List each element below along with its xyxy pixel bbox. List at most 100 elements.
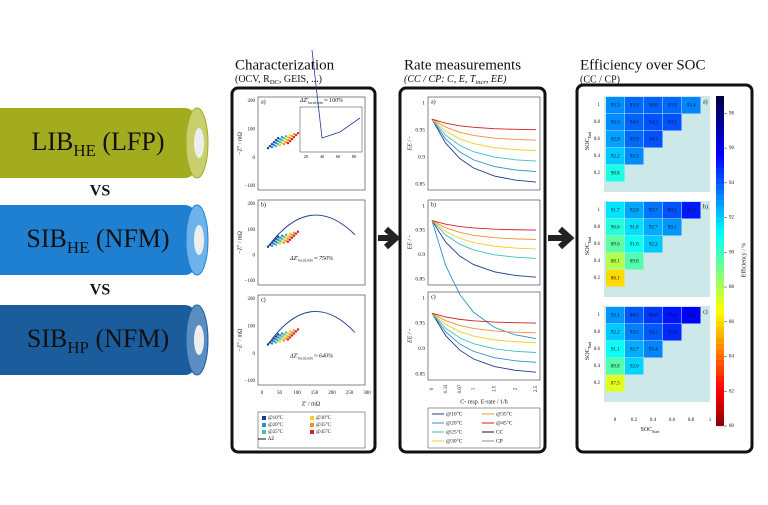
heatmap-cell — [606, 114, 625, 131]
point — [278, 239, 282, 242]
label: VS — [90, 282, 111, 299]
label: 93.7 — [649, 209, 658, 214]
curve — [431, 118, 537, 152]
label: 92.7 — [630, 348, 639, 353]
subscript: DC — [270, 79, 279, 86]
colorbar-step — [716, 316, 724, 322]
label: @25°C — [446, 428, 463, 435]
label: Efficiency over SOC — [580, 57, 706, 73]
heatmap-cell — [663, 114, 682, 131]
point — [274, 141, 278, 145]
tick-label: 0.67 — [458, 384, 463, 393]
label: 93.3 — [630, 155, 639, 160]
legend-swatch — [262, 430, 266, 434]
point — [290, 137, 294, 141]
point — [280, 141, 284, 145]
heatmap-cell — [644, 307, 663, 324]
point — [282, 336, 286, 339]
label: 93.9 — [630, 138, 639, 143]
label: @45°C — [496, 419, 513, 426]
point — [276, 139, 280, 143]
heatmap-cell — [606, 341, 625, 358]
label: 0 — [614, 418, 617, 423]
point — [274, 237, 278, 240]
colorbar-step — [716, 299, 724, 306]
label: 93.1 — [668, 226, 677, 231]
label: 91.8 — [630, 226, 639, 231]
text-part: ≈ 750% — [313, 256, 333, 262]
point — [280, 338, 284, 341]
label: 89.8 — [630, 260, 639, 265]
heatmap-cell — [625, 114, 644, 131]
point — [288, 133, 292, 137]
point — [270, 241, 274, 244]
label: VS — [90, 183, 111, 200]
heatmap-cell — [606, 148, 625, 165]
colorbar-step — [716, 393, 724, 399]
text-part: SIB — [27, 324, 67, 353]
label: 86.1 — [611, 277, 620, 282]
label: 1 — [422, 203, 425, 209]
label: 91.0 — [630, 243, 639, 248]
subscript: HE — [73, 141, 96, 160]
colorbar-step — [716, 382, 724, 388]
point — [270, 142, 274, 146]
label: 91.7 — [611, 209, 620, 214]
point — [280, 135, 284, 139]
colorbar-step — [716, 343, 724, 350]
axis-label: SOCEnd — [585, 237, 592, 255]
point — [288, 330, 292, 333]
label: 1 — [598, 208, 601, 213]
label: 92.9 — [611, 138, 620, 143]
colorbar-step — [716, 387, 724, 394]
colorbar-step — [716, 310, 724, 317]
point — [274, 138, 278, 142]
colorbar-step — [716, 228, 724, 234]
label: 94.0 — [630, 121, 639, 126]
label: 0.8 — [594, 225, 601, 230]
point — [272, 140, 276, 144]
label: CC — [496, 429, 504, 435]
heatmap-cell — [625, 236, 644, 253]
colorbar-step — [716, 261, 724, 267]
legend-swatch — [310, 430, 314, 434]
label: 0.2 — [631, 418, 638, 423]
heatmap-cell — [625, 358, 644, 375]
plot-area — [257, 96, 366, 191]
point — [282, 136, 286, 140]
label: 94.8 — [649, 314, 658, 319]
label: 90.6 — [611, 226, 620, 231]
point — [278, 143, 282, 147]
label: @10°C — [446, 410, 463, 417]
point — [288, 238, 292, 241]
point — [282, 235, 286, 238]
colorbar-step — [716, 409, 724, 416]
text-part: SOC — [585, 348, 591, 360]
label: 0.2 — [594, 381, 601, 386]
heatmap-cell — [606, 270, 625, 287]
colorbar-label: Efficiency / % — [740, 243, 747, 278]
heatmap-cell — [682, 97, 701, 114]
point — [286, 138, 290, 142]
heatmap-cell — [625, 97, 644, 114]
subscript: local,min — [298, 258, 313, 263]
colorbar-step — [716, 360, 724, 366]
text-part: ≈ 100% — [323, 98, 343, 104]
label: 95.0 — [668, 331, 677, 336]
label: 92.8 — [630, 209, 639, 214]
point — [276, 142, 280, 146]
text-part: (NFM) — [89, 324, 169, 353]
heatmap-cell — [644, 341, 663, 358]
colorbar-step — [716, 288, 724, 295]
colorbar-step — [716, 184, 724, 190]
heatmap-cell — [606, 236, 625, 253]
colorbar-step — [716, 294, 724, 300]
subscript: local,min — [308, 101, 323, 106]
label: 93.3 — [611, 121, 620, 126]
label: @30°C — [316, 416, 332, 421]
heatmap-cell — [663, 324, 682, 341]
heatmap-cell — [625, 219, 644, 236]
point — [286, 234, 290, 237]
colorbar-step — [716, 349, 724, 355]
colorbar-step — [716, 338, 724, 344]
